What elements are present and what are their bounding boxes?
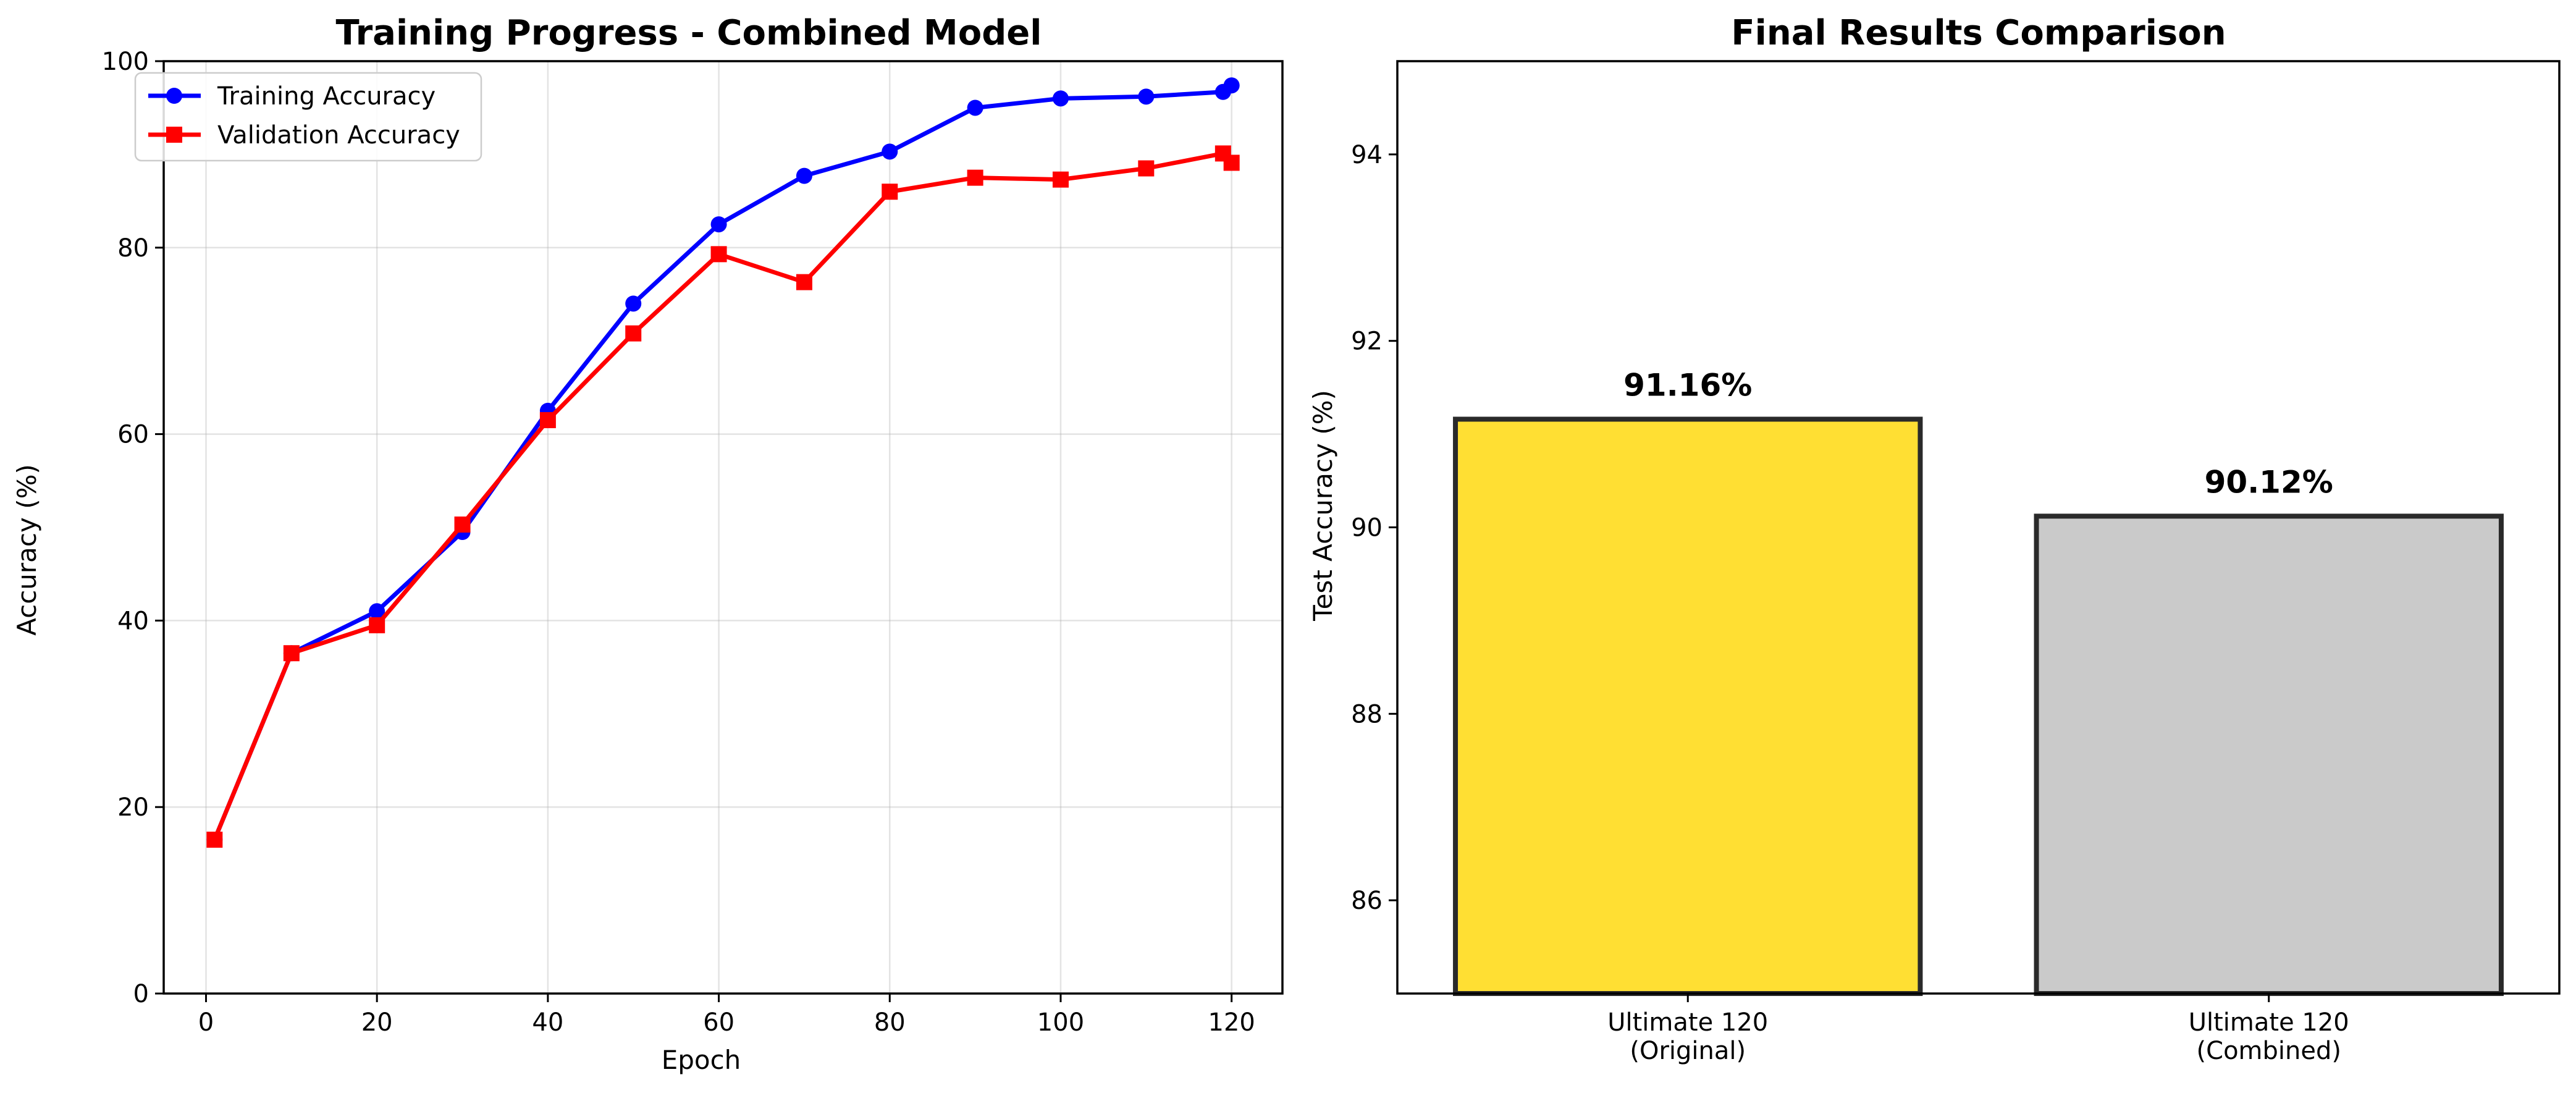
left-x-tick-label: 40: [532, 1008, 563, 1037]
series-1-point: [796, 274, 812, 290]
bar-0: [1453, 416, 1923, 996]
right-x-tick-label: (Combined): [2197, 1037, 2341, 1065]
left-x-tick-label: 120: [1208, 1008, 1255, 1037]
series-1-point: [882, 184, 898, 200]
left-x-tick-label: 60: [703, 1008, 734, 1037]
left-x-tick-label: 80: [874, 1008, 906, 1037]
left-series: [206, 77, 1240, 848]
left-chart-title: Training Progress - Combined Model: [336, 13, 1042, 53]
series-line-0: [213, 83, 1233, 841]
left-y-tick-label: 20: [117, 793, 149, 822]
series-1-point: [539, 411, 556, 428]
right-y-tick-label: 92: [1351, 327, 1383, 356]
left-y-tick-label: 0: [133, 980, 149, 1008]
left-y-tick-label: 40: [117, 607, 149, 635]
left-y-tick-label: 60: [117, 421, 149, 449]
right-x-tick-label: Ultimate 120: [2189, 1008, 2349, 1037]
left-ticks: 0 20 40 60 80 100 120 0 20 40 60 80 100: [102, 48, 1255, 1037]
right-y-tick-label: 94: [1351, 141, 1383, 169]
right-x-tick-label: Ultimate 120: [1607, 1008, 1768, 1037]
series-0-point: [882, 143, 898, 160]
left-x-tick-label: 100: [1037, 1008, 1084, 1037]
series-0-point: [796, 167, 812, 184]
legend-marker-1: [166, 127, 182, 143]
series-0-point: [967, 99, 983, 116]
right-bars: 91.16% 90.12%: [1453, 367, 2504, 996]
series-0-point: [625, 295, 642, 312]
series-1-point: [1138, 160, 1155, 177]
legend: Training Accuracy Validation Accuracy: [134, 72, 482, 162]
series-1-point: [454, 516, 471, 533]
series-0-point: [1052, 90, 1069, 107]
series-1-point: [369, 617, 385, 633]
legend-marker-0: [166, 88, 182, 104]
bar-value-label-0: 91.16%: [1623, 367, 1752, 403]
series-1-point: [710, 246, 727, 263]
series-1-point: [1223, 154, 1240, 171]
right-chart-title: Final Results Comparison: [1731, 13, 2226, 53]
series-line-1: [213, 151, 1234, 841]
bar-1: [2034, 513, 2504, 996]
legend-label-1: Validation Accuracy: [217, 121, 460, 150]
series-1-point: [967, 169, 983, 186]
left-y-tick-label: 80: [117, 234, 149, 263]
left-y-axis-label: Accuracy (%): [12, 464, 42, 636]
series-1-point: [625, 325, 642, 342]
series-1-point: [283, 645, 300, 662]
series-0-point: [1223, 77, 1240, 94]
right-y-tick-label: 86: [1351, 887, 1383, 915]
left-x-tick-label: 0: [198, 1008, 214, 1037]
series-1-point: [1052, 171, 1069, 188]
series-1-point: [206, 832, 223, 848]
right-y-tick-label: 90: [1351, 514, 1383, 542]
legend-box: [134, 72, 482, 162]
series-0-point: [369, 603, 385, 620]
left-y-tick-label: 100: [102, 48, 149, 76]
right-y-tick-label: 88: [1351, 700, 1383, 728]
bar-value-label-1: 90.12%: [2205, 464, 2333, 500]
right-x-tick-label: (Original): [1630, 1037, 1746, 1065]
left-x-tick-label: 20: [361, 1008, 393, 1037]
left-plot-frame: [162, 60, 1284, 995]
series-0-point: [710, 216, 727, 233]
left-x-axis-label: Epoch: [662, 1045, 741, 1075]
right-y-axis-label: Test Accuracy (%): [1308, 390, 1338, 622]
training-progress-chart: 0 20 40 60 80 100 120 0 20 40 60 80 100 Training Pro…: [12, 13, 1284, 1075]
legend-label-0: Training Accuracy: [217, 82, 436, 111]
series-0-point: [1138, 88, 1155, 105]
